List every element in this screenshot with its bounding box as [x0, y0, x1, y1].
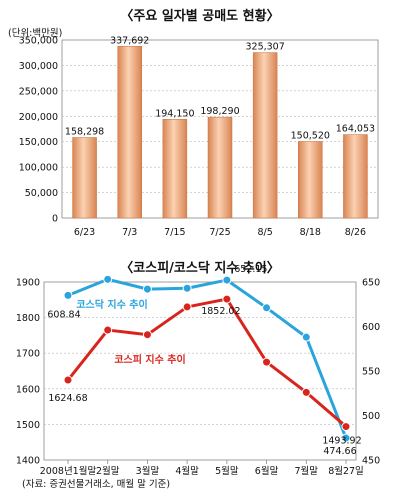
bar-x-tick-label: 7/15: [164, 227, 185, 238]
line-left-y-tick-label: 1900: [16, 278, 40, 289]
series-point: [142, 330, 152, 340]
line-x-tick-label: 2월말: [96, 465, 120, 477]
bar-x-tick-label: 8/26: [345, 227, 366, 238]
line-x-tick-label: 3월말: [136, 465, 160, 477]
series-point: [182, 302, 192, 312]
bar: [298, 141, 323, 219]
bar-y-tick-label: 150,000: [19, 137, 58, 148]
bar: [117, 46, 142, 219]
bar: [343, 134, 368, 219]
line-left-y-tick-label: 1500: [16, 420, 40, 431]
bar-y-tick-label: 250,000: [19, 86, 58, 97]
bar-chart-value-labels: 158,298 337,692 194,150 198,290 325,307 150,5…: [65, 35, 375, 141]
bar-value-label: 158,298: [65, 126, 104, 137]
series-point-label: 1624.68: [48, 393, 87, 404]
bar-x-tick-label: 6/23: [74, 227, 95, 238]
series-point: [142, 284, 152, 294]
line-right-y-tick-label: 500: [362, 411, 380, 422]
series-point: [222, 294, 232, 304]
line-left-y-tick-label: 1600: [16, 384, 40, 395]
bar-x-tick-label: 7/25: [209, 227, 230, 238]
bar-y-tick-label: 50,000: [25, 188, 58, 199]
series-point: [262, 357, 272, 367]
bar-value-label: 164,053: [336, 124, 375, 135]
bar-value-label: 325,307: [245, 42, 284, 53]
series-line: [66, 297, 347, 428]
bar-x-tick-label: 8/5: [257, 227, 272, 238]
bar-chart-bars: [72, 46, 368, 219]
series-point: [262, 303, 272, 313]
series-point: [63, 375, 73, 385]
bar-chart-unit-label: (단위:백만원): [8, 27, 62, 39]
series-point: [301, 332, 311, 342]
line-left-y-tick-label: 1800: [16, 313, 40, 324]
series-point: [341, 433, 351, 443]
series-point: [182, 283, 192, 293]
bar-value-label: 337,692: [110, 35, 149, 46]
source-note: (자료: 증권선물거래소, 매월 말 기준): [22, 478, 170, 490]
bar-value-label: 194,150: [155, 108, 194, 119]
line-chart-right-y-ticks: 450 500 550 600 650: [362, 278, 380, 467]
bar-y-tick-label: 0: [52, 214, 58, 225]
bar-x-tick-label: 7/3: [122, 227, 137, 238]
line-right-y-tick-label: 600: [362, 322, 380, 333]
line-x-tick-label: 2008년1월말: [40, 465, 97, 477]
series-line: [67, 277, 348, 439]
series-point: [222, 275, 232, 285]
series-point-label: 652.15: [234, 264, 267, 275]
bar-x-tick-label: 8/18: [300, 227, 321, 238]
line-x-tick-label: 5월말: [215, 465, 239, 477]
bar-chart-x-ticks: 6/23 7/3 7/15 7/25 8/5 8/18 8/26: [74, 227, 366, 238]
bar-value-label: 150,520: [291, 130, 330, 141]
series-point-label: 1852.02: [201, 306, 240, 317]
line-right-y-tick-label: 550: [362, 367, 380, 378]
bar: [252, 52, 278, 219]
bar-y-tick-label: 350,000: [19, 36, 58, 47]
bar-chart-y-ticks: 0 50,000 100,000 150,000 200,000 250,000 300,0…: [19, 36, 58, 225]
series-point: [301, 387, 311, 397]
bar: [162, 119, 188, 219]
series-point: [103, 325, 113, 335]
series-name-label: 코스닥 지수 추이: [76, 298, 147, 311]
bar-y-tick-label: 300,000: [19, 61, 58, 72]
line-chart-series: 608.84 652.15 474.66 코스닥 지수 추이 1624.68 1852.0…: [47, 264, 361, 457]
bar-value-label: 198,290: [200, 106, 239, 117]
series-point-label: 1493.92: [322, 436, 361, 447]
line-chart-left-y-ticks: 1400 1500 1600 1700 1800 1900: [16, 278, 40, 467]
bar-y-tick-label: 100,000: [19, 163, 58, 174]
series-point-label: 474.66: [323, 446, 356, 457]
bar-chart-title: 〈주요 일자별 공매도 현황〉: [120, 8, 279, 24]
bar: [72, 137, 97, 219]
line-x-tick-label: 7월말: [295, 465, 319, 477]
line-plot-frame: [43, 281, 357, 461]
series-point: [63, 290, 73, 300]
bar: [207, 116, 233, 219]
series-point-label: 608.84: [47, 309, 80, 320]
line-x-tick-label: 8월27일: [328, 465, 364, 477]
series-name-label: 코스피 지수 추이: [114, 353, 185, 366]
line-left-y-tick-label: 1400: [16, 456, 40, 467]
line-chart-x-ticks: 2008년1월말 2월말 3월말 4월말 5월말 6월말 7월말 8월27일: [40, 460, 364, 477]
series-point: [103, 274, 113, 284]
line-right-y-tick-label: 450: [362, 456, 380, 467]
line-x-tick-label: 4월말: [175, 465, 199, 477]
line-right-y-tick-label: 650: [362, 278, 380, 289]
series-point: [341, 422, 351, 432]
bar-y-tick-label: 200,000: [19, 112, 58, 123]
line-left-y-tick-label: 1700: [16, 349, 40, 360]
line-x-tick-label: 6월말: [255, 465, 279, 477]
line-chart-title: 〈코스피/코스닥 지수 추이〉: [120, 260, 279, 276]
